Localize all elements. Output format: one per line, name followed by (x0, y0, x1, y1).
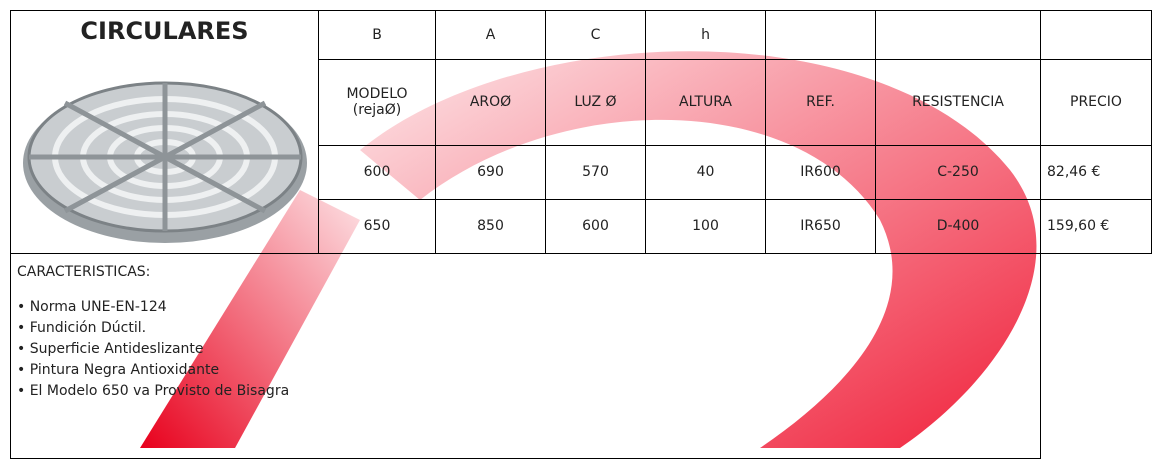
column-header: AROØ (435, 58, 546, 146)
cell: 600 (318, 144, 436, 200)
cell: 570 (545, 144, 646, 200)
letter: B (318, 10, 436, 60)
feature-item: • Superficie Antideslizante (17, 341, 204, 357)
cell: IR650 (765, 198, 876, 255)
column-header: REF. (765, 58, 876, 146)
feature-item: • Pintura Negra Antioxidante (17, 362, 220, 378)
cell: 159,60 € (1040, 198, 1152, 255)
empty-cell (765, 10, 876, 60)
cell: IR600 (765, 144, 876, 200)
feature-item: • Norma UNE-EN-124 (17, 299, 167, 315)
features-title: CARACTERISTICAS: (17, 264, 151, 280)
empty-cell (875, 10, 1041, 60)
cell: 82,46 € (1040, 144, 1152, 200)
cell: 650 (318, 198, 436, 255)
features: CARACTERISTICAS: • Norma UNE-EN-124 • Fun… (10, 253, 1041, 459)
letter: C (545, 10, 646, 60)
column-header: RESISTENCIA (875, 58, 1041, 146)
empty-cell (1040, 10, 1152, 60)
column-header: LUZ Ø (545, 58, 646, 146)
cell: D-400 (875, 198, 1041, 255)
cell: 100 (645, 198, 766, 255)
cell: C-250 (875, 144, 1041, 200)
letter: A (435, 10, 546, 60)
title: CIRCULARES (80, 17, 249, 45)
feature-item: • Fundición Dúctil. (17, 320, 147, 336)
letter: h (645, 10, 766, 60)
cell: 690 (435, 144, 546, 200)
image-cell: CIRCULARES (10, 10, 319, 254)
cell: 600 (545, 198, 646, 255)
column-header: MODELO (rejaØ) (318, 58, 436, 146)
column-header: ALTURA (645, 58, 766, 146)
page: CIRCULARES B A C h MODELO (rejaØ) AR (10, 10, 1152, 459)
product-table: CIRCULARES B A C h MODELO (rejaØ) AR (10, 10, 1152, 459)
cell: 40 (645, 144, 766, 200)
column-header: PRECIO (1040, 58, 1152, 146)
feature-item: • El Modelo 650 va Provisto de Bisagra (17, 383, 290, 399)
product-image (23, 81, 307, 243)
cell: 850 (435, 198, 546, 255)
